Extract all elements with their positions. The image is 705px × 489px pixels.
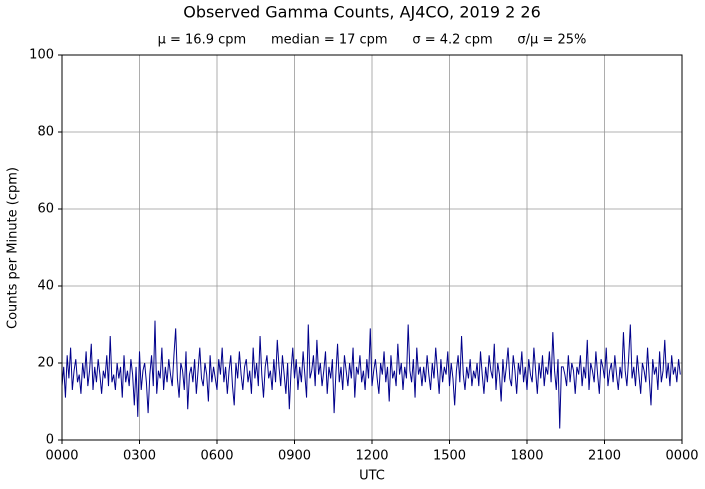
x-tick-label: 1200 (355, 449, 388, 464)
x-tick-label: 2100 (588, 449, 621, 464)
x-tick-label: 0900 (278, 449, 311, 464)
y-axis-label: Counts per Minute (cpm) (6, 167, 21, 329)
x-tick-label: 1500 (433, 449, 466, 464)
chart-title: Observed Gamma Counts, AJ4CO, 2019 2 26 (183, 3, 541, 22)
data-line (61, 320, 681, 429)
y-tick-label: 80 (37, 125, 54, 140)
y-tick-label: 0 (46, 433, 54, 448)
y-tick-label: 40 (37, 279, 54, 294)
x-tick-label: 0000 (665, 449, 698, 464)
y-tick-label: 100 (29, 48, 54, 63)
x-axis-label: UTC (359, 469, 385, 484)
chart-subtitle: μ = 16.9 cpm median = 17 cpm σ = 4.2 cpm… (158, 33, 587, 48)
x-tick-label: 1800 (510, 449, 543, 464)
x-tick-label: 0000 (45, 449, 78, 464)
x-tick-label: 0600 (200, 449, 233, 464)
plot-frame (61, 54, 683, 441)
x-tick-label: 0300 (123, 449, 156, 464)
y-tick-label: 20 (37, 356, 54, 371)
y-tick-label: 60 (37, 202, 54, 217)
